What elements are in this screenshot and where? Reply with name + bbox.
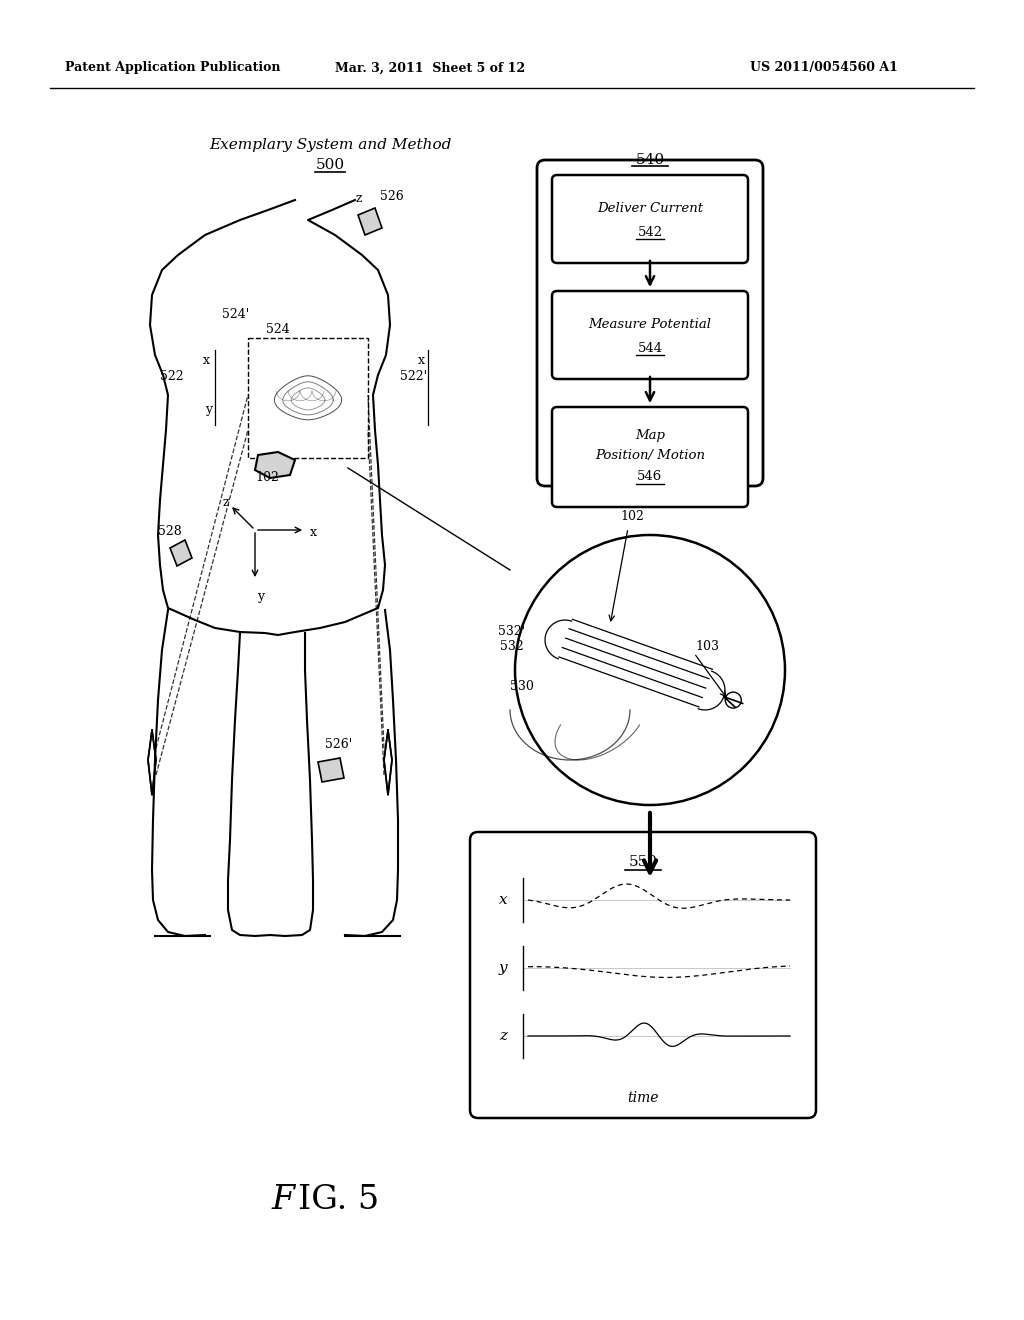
Text: 546: 546	[637, 470, 663, 483]
Text: 530: 530	[510, 680, 534, 693]
Text: 500: 500	[315, 158, 344, 172]
Text: 532': 532'	[498, 624, 525, 638]
Polygon shape	[255, 451, 295, 478]
Text: 522: 522	[160, 370, 183, 383]
FancyBboxPatch shape	[552, 407, 748, 507]
Text: 524: 524	[266, 323, 290, 337]
Text: Measure Potential: Measure Potential	[589, 318, 712, 330]
Text: 542: 542	[637, 226, 663, 239]
Text: x: x	[203, 354, 210, 367]
Text: 102: 102	[620, 510, 644, 523]
Text: y: y	[499, 961, 507, 975]
Text: F: F	[272, 1184, 295, 1216]
Text: z: z	[356, 191, 362, 205]
Text: 528: 528	[158, 525, 181, 539]
Text: 522': 522'	[400, 370, 427, 383]
Polygon shape	[318, 758, 344, 781]
Text: 532: 532	[500, 640, 523, 653]
Text: 102: 102	[255, 471, 279, 484]
Text: Deliver Current: Deliver Current	[597, 202, 703, 214]
Text: 526': 526'	[325, 738, 352, 751]
Text: US 2011/0054560 A1: US 2011/0054560 A1	[750, 62, 898, 74]
Text: 526: 526	[380, 190, 403, 203]
Text: time: time	[628, 1092, 658, 1105]
Text: IG. 5: IG. 5	[298, 1184, 379, 1216]
Text: Position/ Motion: Position/ Motion	[595, 450, 705, 462]
Text: Exemplary System and Method: Exemplary System and Method	[209, 139, 452, 152]
Circle shape	[515, 535, 785, 805]
Text: 540: 540	[636, 153, 665, 168]
Text: x: x	[418, 354, 425, 367]
Polygon shape	[384, 730, 392, 795]
Text: z: z	[499, 1030, 507, 1043]
FancyBboxPatch shape	[552, 290, 748, 379]
FancyBboxPatch shape	[552, 176, 748, 263]
Text: 544: 544	[637, 342, 663, 355]
Text: Map: Map	[635, 429, 665, 442]
Text: x: x	[499, 894, 507, 907]
Polygon shape	[170, 540, 193, 566]
Text: 550: 550	[629, 855, 657, 869]
Text: y: y	[257, 590, 264, 603]
Text: z: z	[223, 495, 229, 508]
Text: 103: 103	[695, 640, 719, 653]
Polygon shape	[358, 209, 382, 235]
Text: x: x	[310, 527, 317, 540]
Text: Mar. 3, 2011  Sheet 5 of 12: Mar. 3, 2011 Sheet 5 of 12	[335, 62, 525, 74]
Text: y: y	[205, 404, 212, 417]
Polygon shape	[148, 730, 156, 795]
Text: 524': 524'	[222, 308, 249, 321]
FancyBboxPatch shape	[470, 832, 816, 1118]
Text: Patent Application Publication: Patent Application Publication	[65, 62, 281, 74]
